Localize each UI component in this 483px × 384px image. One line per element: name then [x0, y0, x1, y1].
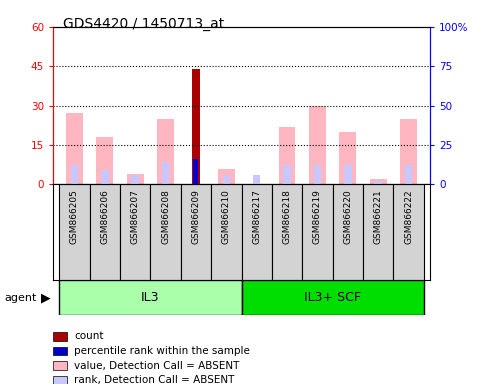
Bar [157, 119, 174, 184]
Text: GSM866219: GSM866219 [313, 189, 322, 244]
Bar [333, 184, 363, 280]
Text: IL3+ SCF: IL3+ SCF [304, 291, 361, 304]
Bar [272, 184, 302, 280]
Bar [59, 280, 242, 315]
Bar [340, 132, 356, 184]
Bar [394, 184, 424, 280]
Bar [344, 166, 352, 184]
Text: GSM866220: GSM866220 [343, 189, 352, 244]
Text: GSM866222: GSM866222 [404, 189, 413, 244]
Bar [97, 137, 113, 184]
Bar [193, 159, 199, 184]
Bar [313, 166, 321, 184]
Bar [66, 114, 83, 184]
Text: GSM866206: GSM866206 [100, 189, 109, 244]
Bar [192, 69, 200, 184]
Text: agent: agent [5, 293, 37, 303]
Bar [59, 184, 89, 280]
Bar [101, 170, 109, 184]
Text: GSM866207: GSM866207 [131, 189, 140, 244]
Bar [284, 166, 291, 184]
Bar [181, 184, 211, 280]
Text: rank, Detection Call = ABSENT: rank, Detection Call = ABSENT [74, 375, 234, 384]
Text: ▶: ▶ [41, 291, 51, 304]
Bar [131, 175, 139, 184]
Bar [253, 175, 260, 184]
Bar [211, 184, 242, 280]
Bar [218, 169, 235, 184]
Text: GSM866218: GSM866218 [283, 189, 292, 244]
Text: GSM866210: GSM866210 [222, 189, 231, 244]
Bar [309, 106, 326, 184]
Bar [363, 184, 394, 280]
Text: GSM866209: GSM866209 [191, 189, 200, 244]
Text: GSM866208: GSM866208 [161, 189, 170, 244]
Bar [89, 184, 120, 280]
Bar [242, 184, 272, 280]
Text: percentile rank within the sample: percentile rank within the sample [74, 346, 250, 356]
Text: IL3: IL3 [141, 291, 159, 304]
Bar [370, 179, 386, 184]
Bar [223, 175, 230, 184]
Bar [71, 166, 78, 184]
Bar [127, 174, 143, 184]
Text: GDS4420 / 1450713_at: GDS4420 / 1450713_at [63, 17, 224, 31]
Bar [279, 127, 296, 184]
Text: value, Detection Call = ABSENT: value, Detection Call = ABSENT [74, 361, 239, 371]
Bar [405, 166, 412, 184]
Bar [162, 162, 170, 184]
Text: GSM866217: GSM866217 [252, 189, 261, 244]
Text: GSM866221: GSM866221 [374, 189, 383, 244]
Bar [242, 280, 424, 315]
Bar [302, 184, 333, 280]
Bar [374, 181, 382, 184]
Bar [400, 119, 417, 184]
Text: GSM866205: GSM866205 [70, 189, 79, 244]
Bar [150, 184, 181, 280]
Text: count: count [74, 331, 103, 341]
Bar [120, 184, 150, 280]
